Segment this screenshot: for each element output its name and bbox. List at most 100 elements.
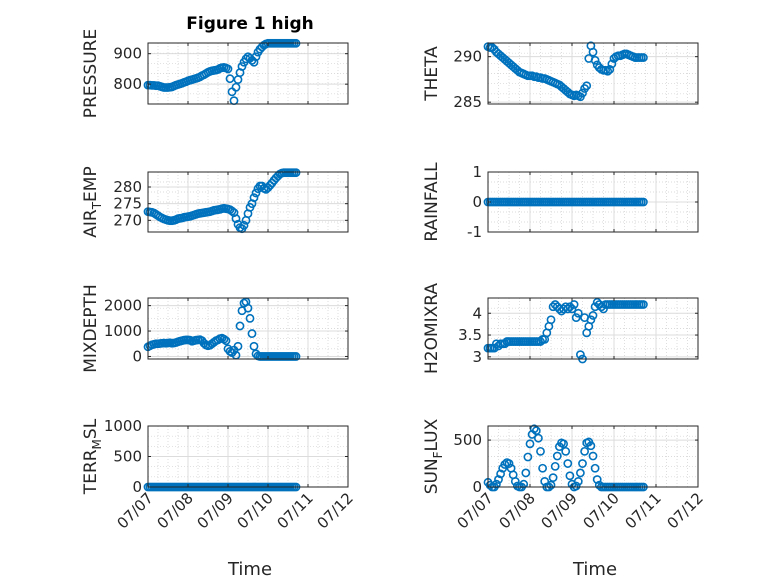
data-point xyxy=(607,59,617,69)
data-point xyxy=(590,302,600,312)
y-axis-label: AIRTEMP xyxy=(81,166,104,237)
data-point xyxy=(559,439,568,449)
data-point xyxy=(639,300,648,309)
data-point xyxy=(639,197,648,207)
data-point xyxy=(225,74,235,84)
data-point xyxy=(590,463,600,473)
data-point xyxy=(523,452,533,462)
data-point xyxy=(639,53,648,62)
y-tick-label: 900 xyxy=(113,45,142,63)
data-point xyxy=(223,64,233,74)
figure-title: Figure 1 high xyxy=(186,14,314,34)
data-point xyxy=(563,304,573,314)
data-point xyxy=(561,446,571,456)
data-point xyxy=(291,352,301,361)
data-point xyxy=(578,88,587,98)
data-point xyxy=(552,451,562,461)
data-point xyxy=(491,339,501,349)
data-point xyxy=(590,55,600,65)
data-point xyxy=(241,54,251,64)
y-tick-label: 290 xyxy=(453,48,482,66)
data-point xyxy=(249,193,259,203)
data-point xyxy=(504,459,514,468)
data-point xyxy=(565,471,575,481)
y-tick-label: 3.5 xyxy=(458,326,482,344)
y-axis-label: TERRMSL xyxy=(81,418,104,495)
y-axis-label: RAINFALL xyxy=(422,162,442,242)
y-axis-label: THETA xyxy=(422,46,442,102)
data-point xyxy=(550,461,560,471)
data-point xyxy=(245,313,255,323)
data-point xyxy=(525,439,535,449)
y-tick-label: 270 xyxy=(113,211,142,229)
data-point xyxy=(571,481,581,491)
data-point xyxy=(586,315,596,325)
y-tick-label: 0 xyxy=(132,347,142,365)
data-point xyxy=(576,350,585,360)
data-point xyxy=(548,473,558,483)
x-axis-label-right: Time xyxy=(572,559,617,580)
y-axis-label: SUNFLUX xyxy=(422,418,445,494)
data-point xyxy=(249,57,259,67)
axes-box xyxy=(487,297,699,360)
data-point xyxy=(546,315,556,325)
data-point xyxy=(536,337,545,346)
data-point xyxy=(569,300,579,309)
subplot-theta: 285 290 THETA xyxy=(422,41,699,111)
y-tick-label: 800 xyxy=(113,75,142,93)
data-point xyxy=(571,313,581,323)
axes-box xyxy=(147,42,349,105)
subplot-pressure: 800 900 PRESSURE xyxy=(81,29,349,118)
data-point xyxy=(605,65,615,74)
y-tick-label: 4 xyxy=(472,304,482,322)
data-point xyxy=(247,329,257,338)
data-point xyxy=(291,168,301,178)
data-point xyxy=(578,459,587,468)
data-point xyxy=(231,214,241,224)
data-point xyxy=(221,336,231,346)
data-point xyxy=(233,341,243,351)
axes-box xyxy=(147,171,349,233)
data-point xyxy=(573,476,583,486)
data-point xyxy=(219,334,229,344)
data-point xyxy=(251,52,261,62)
axes-box xyxy=(147,297,349,360)
data-point xyxy=(491,479,501,489)
y-axis-label: H2OMIXRA xyxy=(422,283,442,374)
data-point xyxy=(251,188,261,198)
data-point xyxy=(565,302,575,312)
data-point xyxy=(588,311,598,320)
data-point xyxy=(586,441,596,451)
data-point xyxy=(538,463,547,473)
data-point xyxy=(531,426,541,436)
y-tick-label: 1000 xyxy=(104,417,142,435)
data-point xyxy=(576,468,585,478)
data-point xyxy=(239,220,249,230)
data-point xyxy=(588,451,598,461)
data-point xyxy=(519,479,529,489)
data-point xyxy=(536,446,545,456)
axes-box xyxy=(487,42,699,105)
data-point xyxy=(249,341,259,351)
data-point xyxy=(243,303,253,313)
data-point xyxy=(534,433,543,443)
data-point xyxy=(582,81,592,91)
data-point xyxy=(494,475,503,484)
subplot-h2omixra: 3 3.5 4 H2OMIXRA xyxy=(422,283,699,374)
y-tick-label: -1 xyxy=(467,223,482,241)
data-point xyxy=(496,469,505,479)
data-point xyxy=(567,304,577,314)
data-point xyxy=(489,343,499,353)
y-tick-label: 500 xyxy=(453,431,482,449)
data-point xyxy=(235,321,245,331)
y-tick-label: 280 xyxy=(113,178,142,196)
x-axis-label-left: Time xyxy=(227,559,272,580)
data-point xyxy=(231,82,241,92)
data-point xyxy=(500,460,510,469)
y-tick-label: 0 xyxy=(472,478,482,496)
y-tick-label: 1 xyxy=(472,163,482,181)
data-point xyxy=(521,468,531,478)
